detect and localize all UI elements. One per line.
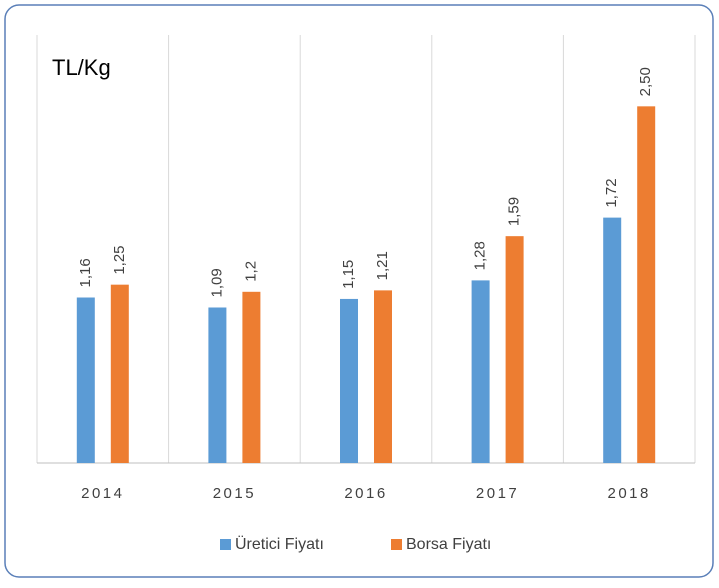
x-tick-label: 2014 — [81, 485, 124, 502]
bar — [76, 297, 95, 463]
y-axis-label: TL/Kg — [52, 55, 111, 80]
x-tick-label: 2018 — [608, 485, 651, 502]
x-tick-label: 2015 — [213, 485, 256, 502]
legend-swatch — [391, 539, 402, 550]
data-label: 1,21 — [374, 251, 391, 280]
data-label: 1,25 — [111, 245, 128, 274]
bar — [340, 298, 358, 463]
legend-swatch — [220, 539, 231, 550]
bar — [471, 280, 490, 463]
bar — [603, 217, 622, 463]
bar — [505, 236, 524, 463]
legend-label: Üretici Fiyatı — [235, 535, 324, 553]
data-label: 2,50 — [637, 67, 654, 96]
data-label: 1,16 — [77, 258, 94, 287]
bar — [242, 291, 261, 463]
data-label: 1,09 — [208, 268, 225, 297]
bar — [208, 307, 227, 463]
chart-frame — [4, 4, 714, 578]
legend-label: Borsa Fiyatı — [406, 536, 491, 553]
bar — [637, 106, 656, 463]
data-label: 1,15 — [340, 260, 357, 289]
bar — [110, 284, 129, 463]
x-tick-label: 2016 — [344, 485, 387, 502]
data-label: 1,28 — [472, 241, 489, 270]
data-label: 1,2 — [242, 261, 259, 282]
data-label: 1,72 — [603, 178, 620, 207]
data-label: 1,59 — [506, 197, 523, 226]
x-tick-label: 2017 — [476, 485, 519, 502]
bar — [374, 290, 392, 463]
